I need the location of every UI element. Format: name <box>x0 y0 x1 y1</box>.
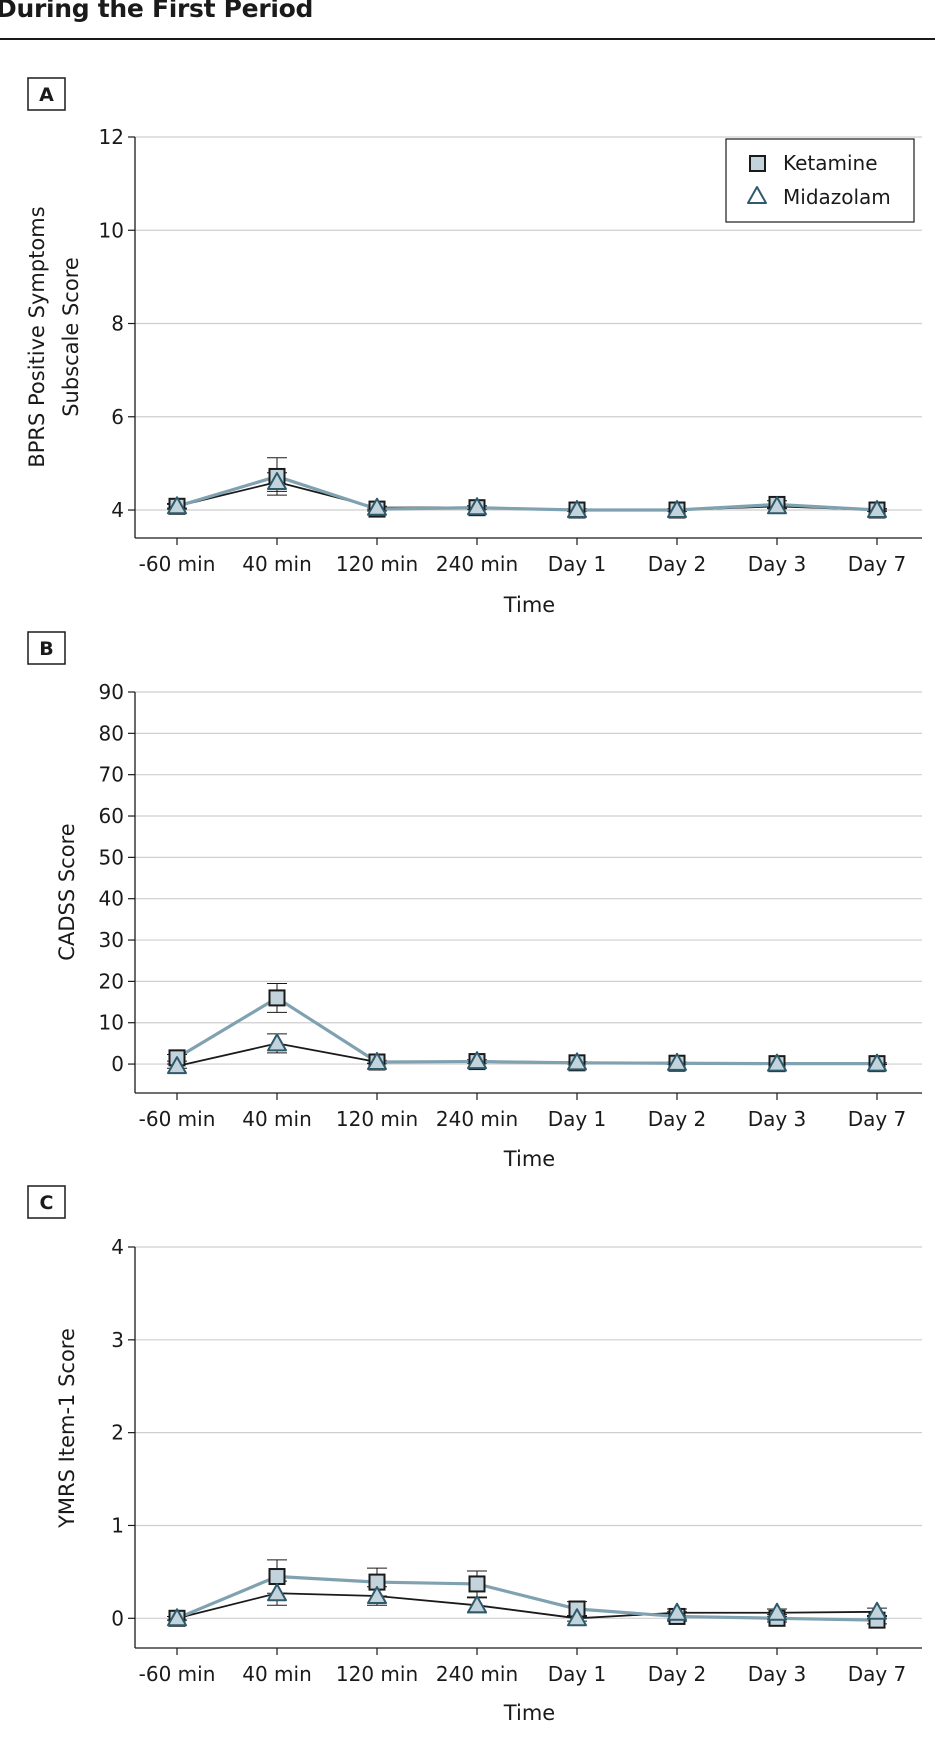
panel-label-box <box>27 1185 66 1219</box>
page-title: During the First Period <box>0 0 314 23</box>
x-tick-label: Day 3 <box>748 1107 807 1131</box>
y-tick-label: 3 <box>111 1328 124 1352</box>
midazolam-point <box>767 496 787 515</box>
x-axis-label: Time <box>503 1701 555 1725</box>
x-tick-label: Day 3 <box>748 552 807 576</box>
y-tick-label: 6 <box>111 405 124 429</box>
ketamine-line <box>176 1574 878 1622</box>
y-tick-label: 80 <box>99 721 124 745</box>
x-tick-label: Day 2 <box>648 1107 707 1131</box>
panel-label-box <box>27 631 66 665</box>
x-axis-label: Time <box>503 593 555 617</box>
midazolam-point <box>367 497 387 516</box>
y-axis-label: Subscale Score <box>59 257 83 417</box>
midazolam-point <box>867 1053 887 1072</box>
x-tick-label: Day 2 <box>648 1662 707 1686</box>
y-tick-label: 4 <box>111 498 124 522</box>
ketamine-line <box>176 996 877 1066</box>
midazolam-point <box>667 500 687 519</box>
y-axis-label: YMRS Item-1 Score <box>55 1328 79 1529</box>
legend-ketamine-label: Ketamine <box>783 151 878 175</box>
y-tick-label: 40 <box>99 887 124 911</box>
y-tick-label: 30 <box>99 928 124 952</box>
ketamine-point <box>268 989 286 1007</box>
midazolam-point <box>167 1608 187 1627</box>
y-axis-label: CADSS Score <box>55 823 79 960</box>
x-tick-label: Day 7 <box>848 552 907 576</box>
y-tick-label: 0 <box>111 1606 124 1630</box>
x-tick-label: 120 min <box>336 552 418 576</box>
midazolam-point <box>367 1586 387 1605</box>
y-tick-label: 0 <box>111 1052 124 1076</box>
y-tick-label: 2 <box>111 1421 124 1445</box>
midazolam-point <box>867 500 887 519</box>
legend-ketamine-marker <box>749 155 766 172</box>
x-tick-label: -60 min <box>139 552 216 576</box>
y-tick-label: 70 <box>99 763 124 787</box>
x-tick-label: 240 min <box>436 552 518 576</box>
y-tick-label: 60 <box>99 804 124 828</box>
midazolam-point <box>667 1602 687 1621</box>
x-tick-label: 240 min <box>436 1662 518 1686</box>
y-tick-label: 12 <box>99 125 124 149</box>
ketamine-point <box>468 1575 486 1593</box>
panel-label: B <box>39 638 53 660</box>
midazolam-point <box>667 1052 687 1071</box>
x-tick-label: -60 min <box>139 1107 216 1131</box>
x-tick-label: Day 1 <box>548 552 607 576</box>
x-tick-label: Day 1 <box>548 1662 607 1686</box>
y-tick-label: 10 <box>99 1011 124 1035</box>
midazolam-point <box>467 1595 487 1614</box>
panel-label: A <box>39 84 54 106</box>
midazolam-point <box>767 1602 787 1621</box>
legend-midazolam-marker <box>747 186 767 204</box>
midazolam-point <box>267 1583 287 1602</box>
y-tick-label: 8 <box>111 312 124 336</box>
midazolam-point <box>567 1608 587 1627</box>
y-tick-label: 90 <box>99 680 124 704</box>
y-tick-label: 1 <box>111 1513 124 1537</box>
midazolam-point <box>767 1053 787 1072</box>
x-tick-label: 240 min <box>436 1107 518 1131</box>
x-tick-label: Day 3 <box>748 1662 807 1686</box>
x-tick-label: 40 min <box>242 1662 312 1686</box>
y-tick-label: 20 <box>99 969 124 993</box>
midazolam-point <box>367 1051 387 1070</box>
x-axis-label: Time <box>503 1147 555 1171</box>
midazolam-point <box>867 1601 887 1620</box>
x-tick-label: Day 2 <box>648 552 707 576</box>
ketamine-line <box>176 474 878 512</box>
midazolam-point <box>167 496 187 515</box>
y-tick-label: 50 <box>99 845 124 869</box>
x-tick-label: 120 min <box>336 1662 418 1686</box>
midazolam-point <box>467 1051 487 1070</box>
midazolam-line <box>176 1592 878 1620</box>
midazolam-point <box>567 500 587 519</box>
panel-label: C <box>40 1192 54 1214</box>
x-tick-label: Day 1 <box>548 1107 607 1131</box>
midazolam-point <box>267 1033 287 1052</box>
y-tick-label: 4 <box>111 1235 124 1259</box>
x-tick-label: 40 min <box>242 552 312 576</box>
panel-label-box <box>27 77 66 111</box>
x-tick-label: Day 7 <box>848 1107 907 1131</box>
x-tick-label: 120 min <box>336 1107 418 1131</box>
ketamine-point <box>268 1568 286 1586</box>
legend-midazolam-label: Midazolam <box>783 185 891 209</box>
title-divider <box>0 38 935 40</box>
midazolam-point <box>267 472 287 491</box>
x-tick-label: -60 min <box>139 1662 216 1686</box>
x-tick-label: 40 min <box>242 1107 312 1131</box>
y-tick-label: 10 <box>99 218 124 242</box>
x-tick-label: Day 7 <box>848 1662 907 1686</box>
y-axis-label: BPRS Positive Symptoms <box>25 206 49 467</box>
legend-box <box>725 138 915 223</box>
midazolam-point <box>467 497 487 516</box>
midazolam-point <box>567 1052 587 1071</box>
midazolam-point <box>167 1056 187 1075</box>
